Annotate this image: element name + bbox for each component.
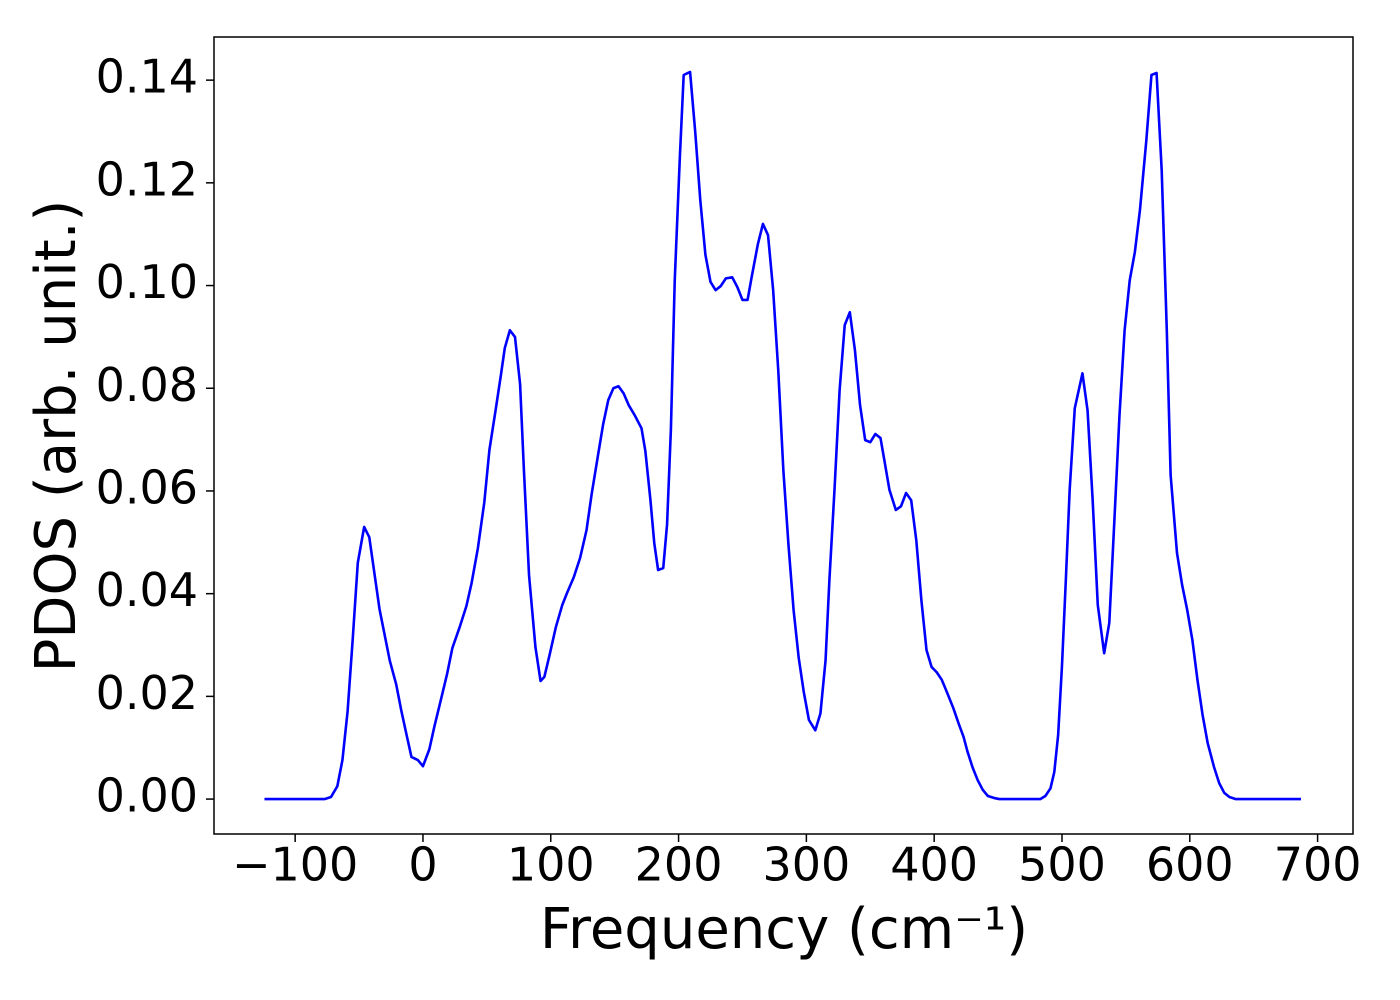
y-tick-label: 0.06 [96,460,198,514]
x-tick-label: 700 [1274,838,1362,892]
x-tick-label: 300 [762,838,850,892]
y-tick-label: 0.04 [96,563,198,617]
y-tick-label: 0.02 [96,666,198,720]
x-tick-label: 100 [507,838,595,892]
y-axis-label: PDOS (arb. unit.) [24,200,89,673]
y-tick-label: 0.08 [96,358,198,412]
x-tick-label: −100 [232,838,358,892]
x-tick-label: 600 [1146,838,1234,892]
y-tick-label: 0.10 [96,255,198,309]
x-tick-label: 500 [1018,838,1106,892]
y-tick-label: 0.14 [96,50,198,104]
y-tick-label: 0.00 [96,769,198,823]
plot-frame [213,36,1354,835]
y-tick-label: 0.12 [96,152,198,206]
pdos-line [264,70,1301,801]
x-tick-label: 400 [890,838,978,892]
x-axis-label: Frequency (cm⁻¹) [540,897,1028,962]
x-tick-label: 200 [635,838,723,892]
x-tick-label: 0 [408,838,437,892]
